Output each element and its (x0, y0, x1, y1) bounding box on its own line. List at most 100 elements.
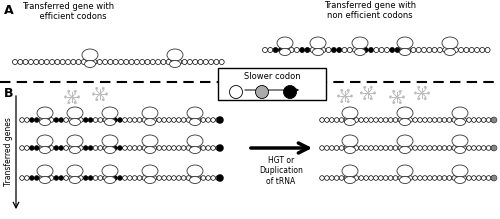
Circle shape (140, 60, 144, 65)
Circle shape (422, 176, 427, 180)
Circle shape (452, 146, 456, 150)
Circle shape (118, 176, 122, 180)
Ellipse shape (342, 107, 358, 119)
Ellipse shape (452, 135, 468, 147)
Circle shape (74, 146, 78, 150)
Circle shape (458, 48, 464, 53)
Circle shape (54, 118, 58, 122)
Circle shape (113, 146, 117, 150)
Circle shape (132, 118, 137, 122)
Circle shape (118, 146, 122, 150)
Circle shape (411, 48, 416, 53)
Circle shape (379, 48, 384, 53)
Circle shape (457, 146, 462, 150)
Circle shape (384, 176, 388, 180)
Circle shape (34, 146, 39, 150)
Circle shape (49, 146, 54, 150)
Circle shape (491, 117, 497, 123)
Circle shape (422, 146, 427, 150)
Circle shape (418, 176, 422, 180)
Ellipse shape (40, 177, 50, 184)
Ellipse shape (454, 147, 466, 154)
Circle shape (182, 118, 186, 122)
Circle shape (368, 48, 374, 53)
Ellipse shape (277, 37, 293, 49)
Ellipse shape (344, 118, 356, 125)
Circle shape (364, 176, 368, 180)
Circle shape (438, 176, 442, 180)
Circle shape (93, 176, 98, 180)
Circle shape (98, 118, 102, 122)
Circle shape (432, 146, 437, 150)
Circle shape (113, 60, 118, 65)
Circle shape (64, 146, 68, 150)
Circle shape (388, 118, 393, 122)
Circle shape (128, 146, 132, 150)
Circle shape (39, 60, 44, 65)
Circle shape (28, 60, 34, 65)
Ellipse shape (102, 135, 118, 147)
Circle shape (102, 60, 108, 65)
Circle shape (60, 60, 65, 65)
Circle shape (491, 145, 497, 151)
Circle shape (96, 87, 98, 90)
Circle shape (152, 118, 156, 122)
Circle shape (428, 146, 432, 150)
Circle shape (152, 176, 156, 180)
Circle shape (59, 146, 64, 150)
Ellipse shape (70, 147, 80, 154)
Circle shape (466, 146, 471, 150)
Circle shape (20, 176, 24, 180)
Circle shape (198, 60, 203, 65)
Circle shape (476, 118, 481, 122)
Circle shape (438, 118, 442, 122)
Ellipse shape (344, 147, 356, 154)
Circle shape (447, 118, 452, 122)
Ellipse shape (70, 118, 80, 125)
Ellipse shape (104, 118, 116, 125)
Circle shape (358, 48, 363, 53)
Circle shape (422, 118, 427, 122)
Circle shape (321, 48, 326, 53)
Ellipse shape (104, 177, 116, 184)
Circle shape (454, 48, 458, 53)
Circle shape (359, 146, 364, 150)
Circle shape (103, 118, 108, 122)
Text: Transferred gene with
    efficient codons: Transferred gene with efficient codons (22, 2, 114, 21)
Circle shape (273, 48, 278, 53)
Circle shape (216, 145, 224, 152)
Ellipse shape (352, 37, 368, 49)
Circle shape (300, 48, 304, 53)
Circle shape (40, 118, 44, 122)
Circle shape (462, 118, 466, 122)
Circle shape (476, 176, 481, 180)
Bar (218, 68, 326, 100)
Circle shape (138, 176, 142, 180)
Ellipse shape (142, 135, 158, 147)
Circle shape (344, 146, 349, 150)
Ellipse shape (454, 177, 466, 184)
Circle shape (349, 118, 354, 122)
Circle shape (74, 176, 78, 180)
Circle shape (161, 60, 166, 65)
Circle shape (378, 176, 383, 180)
Circle shape (305, 48, 310, 53)
Circle shape (113, 176, 117, 180)
Circle shape (389, 96, 392, 98)
Circle shape (24, 118, 29, 122)
Circle shape (324, 176, 329, 180)
Circle shape (186, 146, 191, 150)
Circle shape (214, 60, 219, 65)
Circle shape (84, 118, 88, 122)
Circle shape (462, 176, 466, 180)
Circle shape (49, 176, 54, 180)
Ellipse shape (104, 147, 116, 154)
Circle shape (472, 176, 476, 180)
Circle shape (211, 118, 216, 122)
Ellipse shape (400, 118, 410, 125)
Ellipse shape (37, 165, 53, 177)
Ellipse shape (142, 165, 158, 177)
Circle shape (374, 48, 379, 53)
Ellipse shape (190, 177, 200, 184)
Circle shape (482, 118, 486, 122)
